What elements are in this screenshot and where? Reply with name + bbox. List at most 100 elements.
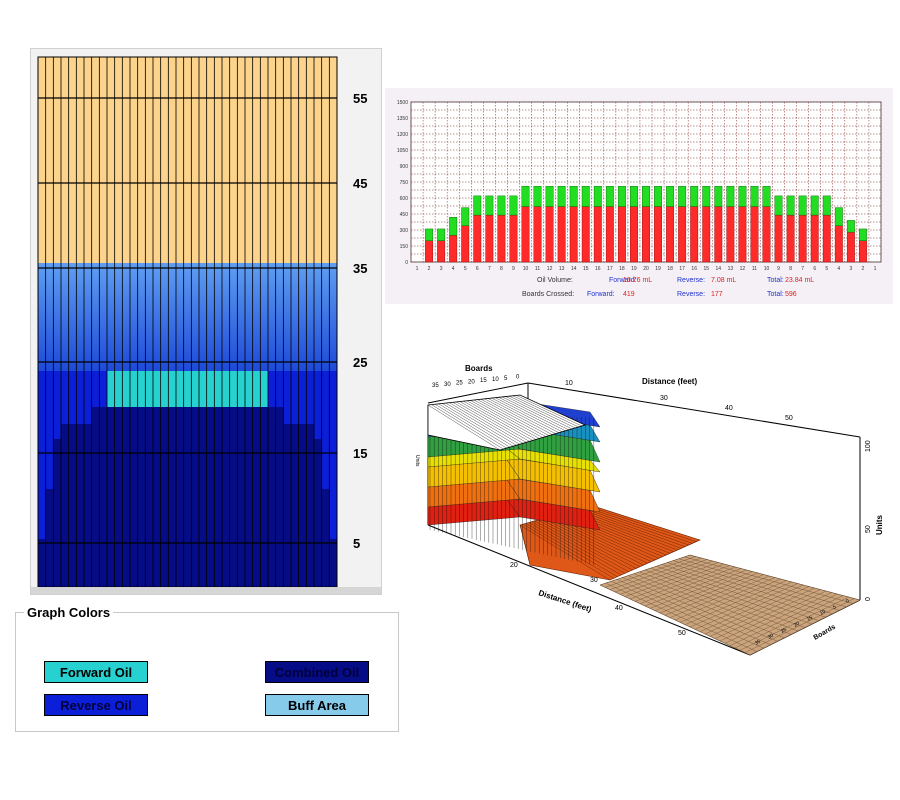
floor-grid-line [661,564,826,618]
combined-oil-cell [191,407,200,587]
orange-mesh-line [584,506,693,544]
reverse-bar [750,186,759,207]
floor-grid-line [689,554,861,601]
bar-y-tick-label: 450 [400,212,409,218]
combined-oil-cell [130,407,139,587]
forward-bar [654,206,662,263]
reverse-bar [774,195,783,216]
reverse-bar [822,195,831,216]
bar-x-tick-label: 15 [583,266,589,272]
forward-bar [726,206,735,263]
top-mesh-line [488,398,556,434]
reverse-bar [437,228,446,241]
boards-bottom-tick-label: 35 [754,639,762,647]
bar-x-tick-label: 19 [655,266,661,272]
bar-y-tick-label: 150 [400,244,409,250]
reverse-bar [617,186,626,207]
top-mesh-line [484,398,553,435]
bar-x-tick-label: 7 [488,266,491,272]
combined-oil-cell [214,407,223,587]
buff-area-swatch[interactable]: Buff Area [265,694,369,716]
bar-x-tick-label: 20 [643,266,649,272]
top-mesh-line [427,404,501,451]
forward-bar [774,214,783,263]
units-left-axis-title: Units [414,455,420,467]
oil-pattern-panel: 55 45 35 25 15 5 [30,48,382,595]
combined-oil-cell [245,407,254,587]
distance-top-tick-label: 40 [725,405,733,412]
bar-x-tick-label: 3 [849,266,852,272]
bar-x-tick-label: 9 [777,266,780,272]
reverse-bar [509,195,518,216]
reverse-bar [714,186,723,207]
reverse-bar [798,195,807,216]
forward-bar [425,240,434,263]
oil-gradient-band [38,263,337,373]
units-tick-label: 50 [865,525,872,533]
boards-bottom-axis-title: Boards [813,624,837,642]
distance-tick-label: 35 [353,261,367,276]
reverse-bar [654,186,662,207]
surface-floor [599,554,861,656]
orange-mesh-line [540,518,637,569]
forward-oil-swatch[interactable]: Forward Oil [44,661,148,683]
combined-oil-cell [237,407,246,587]
bar-y-tick-label: 300 [400,228,409,234]
combined-oil-cell [329,539,338,587]
oil-forward-value: 16.76 mL [623,277,653,284]
bar-x-tick-label: 10 [764,266,770,272]
floor-grid-line [616,579,771,645]
forward-bar [666,206,675,263]
floor-grid-line [684,556,854,604]
units-tick-label: 100 [865,440,872,452]
forward-bar [521,206,530,263]
combined-oil-swatch[interactable]: Combined Oil [265,661,369,683]
reverse-bar [678,186,687,207]
top-mesh-line [442,403,514,447]
combined-oil-cell [84,424,93,587]
orange-mesh-line [587,505,697,542]
forward-bar [786,214,795,263]
reverse-bar [834,207,843,226]
bar-x-tick-label: 2 [862,266,865,272]
boards-bottom-tick-label: 15 [806,615,814,623]
top-mesh-line [491,397,559,433]
distance-top-tick-label: 50 [785,415,793,422]
combined-oil-cell [53,439,62,587]
bar-x-tick-label: 6 [476,266,479,272]
distance-top-axis-title: Distance (feet) [642,377,697,386]
combined-oil-cell [168,407,177,587]
top-mesh-line [434,404,507,449]
bar-y-tick-label: 600 [400,196,409,202]
bar-x-tick-label: 2 [428,266,431,272]
floor-grid-line [678,558,847,608]
bar-x-tick-label: 14 [716,266,722,272]
oil-reverse-label: Reverse: [677,277,706,284]
boards-top-tick-label: 30 [444,382,451,388]
top-mesh-line [505,396,572,430]
oil-forward-label: Forward: [609,277,637,284]
bar-x-tick-label: 7 [801,266,804,272]
forward-bar [497,214,506,263]
units-tick-label: 0 [865,597,872,601]
combined-oil-cell [283,424,292,587]
top-mesh-line [473,399,543,438]
floor-grid-line [656,566,819,621]
floor-grid-line [605,582,757,652]
boards-bottom-tick-label: 30 [767,633,775,641]
forward-oil-block [107,371,268,407]
top-mesh-line [512,395,579,428]
combined-oil-cell [321,489,330,587]
bar-x-tick-label: 4 [837,266,840,272]
forward-bar [690,206,699,263]
floor-grid-line [599,584,751,656]
distance-top-tick-label: 10 [565,380,573,387]
reverse-oil-swatch[interactable]: Reverse Oil [44,694,148,716]
forward-bar [858,240,867,263]
reverse-bar [593,186,602,207]
forward-bar [822,214,831,263]
distance-bottom-tick-label: 40 [615,605,623,612]
units-axis-title: Units [875,514,884,535]
forward-bar [557,206,566,263]
